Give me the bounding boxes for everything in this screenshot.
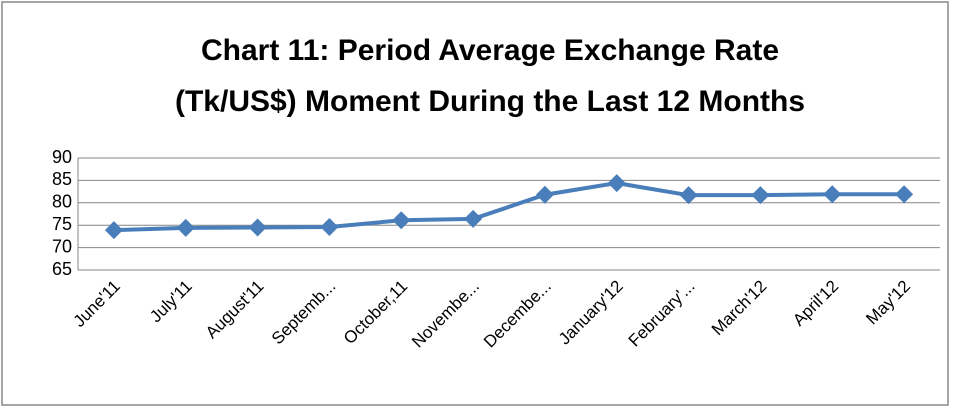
- marker: [751, 186, 770, 205]
- marker: [176, 218, 195, 237]
- y-tick-label: 90: [52, 147, 72, 167]
- y-tick-label: 80: [52, 192, 72, 212]
- marker: [535, 185, 554, 204]
- chart-border: [1, 1, 949, 406]
- marker: [320, 217, 339, 236]
- y-tick-label: 65: [52, 259, 72, 279]
- marker: [104, 221, 123, 240]
- line: [113, 181, 905, 233]
- marker: [248, 218, 267, 237]
- marker: [823, 185, 842, 204]
- marker: [607, 174, 626, 193]
- marker: [895, 185, 914, 204]
- chart-title: (Tk/US$) Moment During the Last 12 Month…: [175, 85, 805, 118]
- y-tick-label: 70: [52, 236, 72, 256]
- chart-title: Chart 11: Period Average Exchange Rate: [201, 34, 779, 67]
- marker: [679, 186, 698, 205]
- y-tick-label: 85: [52, 169, 72, 189]
- y-tick-label: 75: [52, 214, 72, 234]
- marker: [464, 209, 483, 228]
- marker: [392, 211, 411, 230]
